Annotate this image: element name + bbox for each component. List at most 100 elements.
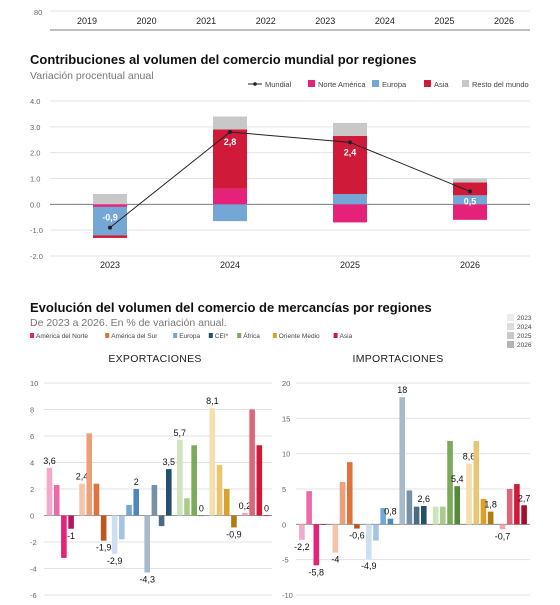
chart1-mundial-label: -0,9 bbox=[102, 212, 118, 222]
imp-y-tick: 0 bbox=[282, 520, 286, 529]
imp-bar bbox=[354, 524, 360, 529]
region-legend-swatch bbox=[173, 333, 178, 338]
imp-bar bbox=[346, 462, 353, 525]
exp-data-label: 5,7 bbox=[174, 428, 187, 438]
chart1-bar-resto bbox=[213, 116, 247, 130]
imp-bar bbox=[514, 484, 520, 525]
legend-swatch-resto bbox=[462, 80, 469, 87]
exp-bar bbox=[216, 465, 223, 516]
year-legend-swatch bbox=[507, 314, 514, 321]
exp-bar bbox=[198, 515, 205, 517]
imp-data-label: 1,8 bbox=[484, 500, 497, 510]
imp-bar bbox=[432, 506, 439, 525]
exp-bar bbox=[249, 409, 255, 516]
year-legend-swatch bbox=[507, 332, 514, 339]
imp-data-label: -2,2 bbox=[294, 542, 310, 552]
imp-data-label: 8,6 bbox=[463, 452, 476, 462]
chart1-y-tick: 1.0 bbox=[30, 175, 40, 184]
section2-subtitle: De 2023 a 2026. En % de variación anual. bbox=[30, 317, 227, 329]
imp-bar bbox=[413, 506, 420, 525]
exp-bar bbox=[86, 433, 93, 516]
imp-bar bbox=[454, 486, 461, 525]
chart1-mundial-label: 2,4 bbox=[344, 147, 357, 157]
chart1-bar-europa bbox=[93, 206, 127, 236]
imp-y-tick: 15 bbox=[282, 414, 290, 423]
top-strip-tick: 80 bbox=[34, 8, 42, 17]
exp-bar bbox=[126, 504, 132, 516]
imp-bar bbox=[406, 490, 413, 525]
chart1-mundial-point bbox=[228, 130, 232, 134]
exp-data-label: 0 bbox=[199, 504, 204, 514]
imp-bar bbox=[387, 518, 394, 525]
exp-y-tick: 2 bbox=[30, 485, 34, 494]
importaciones-title: IMPORTACIONES bbox=[352, 353, 443, 365]
year-legend-label: 2025 bbox=[517, 333, 532, 340]
exp-y-tick: 6 bbox=[30, 432, 34, 441]
imp-bar bbox=[332, 524, 339, 553]
chart1-bar-norteamerica bbox=[93, 204, 127, 207]
chart1-y-tick: -2.0 bbox=[30, 252, 43, 261]
exp-data-label: 3,6 bbox=[43, 456, 56, 466]
exp-bar bbox=[191, 445, 197, 516]
exp-bar bbox=[158, 515, 165, 527]
exp-bar bbox=[133, 489, 140, 516]
chart1-bar-europa bbox=[333, 194, 367, 205]
top-year-label: 2024 bbox=[375, 16, 395, 26]
imp-y-tick: -5 bbox=[282, 556, 289, 565]
imp-bar bbox=[473, 440, 480, 525]
chart1-bar-europa bbox=[213, 204, 247, 222]
imp-bar bbox=[313, 524, 320, 566]
imp-bar bbox=[306, 491, 312, 525]
imp-data-label: -0,6 bbox=[349, 531, 365, 541]
top-year-label: 2023 bbox=[315, 16, 335, 26]
top-year-label: 2022 bbox=[256, 16, 276, 26]
exp-y-tick: 8 bbox=[30, 406, 34, 415]
exp-bar bbox=[93, 483, 100, 516]
legend-label-europa: Europa bbox=[382, 80, 407, 89]
exp-data-label: 2,4 bbox=[76, 472, 89, 482]
top-year-label: 2021 bbox=[196, 16, 216, 26]
exp-data-label: 8,1 bbox=[206, 396, 219, 406]
exp-y-tick: -6 bbox=[30, 591, 37, 600]
exp-bar bbox=[100, 515, 107, 541]
imp-bar bbox=[487, 511, 494, 525]
imp-bar bbox=[365, 524, 372, 559]
chart1-bar-resto bbox=[333, 122, 367, 136]
chart1-y-tick: 4.0 bbox=[30, 97, 40, 106]
imp-data-label: -4,9 bbox=[361, 561, 377, 571]
year-legend-label: 2026 bbox=[517, 342, 532, 349]
exp-bar bbox=[68, 515, 74, 529]
imp-bar bbox=[373, 524, 379, 541]
exp-bar bbox=[242, 512, 248, 516]
region-legend-label: América del Norte bbox=[36, 333, 88, 340]
imp-data-label: 2,6 bbox=[418, 494, 431, 504]
imp-data-label: -0,7 bbox=[495, 531, 511, 541]
imp-data-label: 2,7 bbox=[518, 493, 531, 503]
chart1-y-tick: 2.0 bbox=[30, 149, 40, 158]
imp-data-label: 18 bbox=[397, 385, 407, 395]
exp-bar bbox=[231, 515, 237, 528]
exp-y-tick: 0 bbox=[30, 512, 34, 521]
exp-bar bbox=[79, 483, 85, 516]
exp-y-tick: -4 bbox=[30, 565, 37, 574]
chart1-bar-asia bbox=[333, 135, 367, 194]
chart1-legend: Mundial Norte América Europa Asia Resto del … bbox=[248, 80, 529, 89]
imp-bar bbox=[499, 524, 506, 530]
exp-data-label: -1,9 bbox=[96, 543, 112, 553]
chart1-subtitle: Variación procentual anual bbox=[30, 70, 154, 82]
exp-y-tick: -2 bbox=[30, 538, 37, 547]
exp-bar bbox=[151, 485, 158, 516]
top-strip-years: 2019 2020 2021 2022 2023 2024 2025 2026 bbox=[77, 16, 514, 26]
exp-bar bbox=[111, 515, 118, 554]
exp-bar bbox=[61, 515, 67, 558]
exp-y-tick: 10 bbox=[30, 379, 38, 388]
region-legend-swatch bbox=[208, 333, 213, 338]
regions-legend: América del Norte América del Sur Europa CE… bbox=[30, 331, 353, 340]
exp-bar bbox=[46, 467, 53, 516]
chart1-mundial-label: 2,8 bbox=[224, 137, 237, 147]
imp-bar bbox=[421, 505, 427, 525]
chart1-mundial-point bbox=[468, 189, 472, 194]
year-legend-swatch bbox=[507, 341, 514, 348]
